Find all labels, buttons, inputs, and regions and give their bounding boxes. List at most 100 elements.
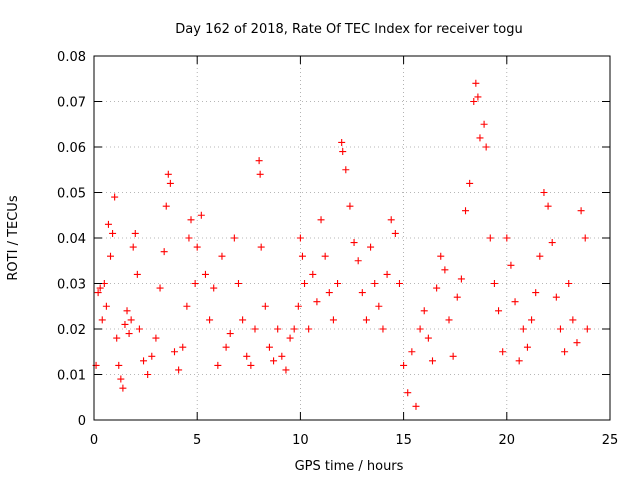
data-point — [226, 330, 234, 338]
data-point — [480, 120, 488, 128]
data-point — [552, 293, 560, 301]
data-point — [569, 316, 577, 324]
data-point — [296, 234, 304, 242]
data-point — [239, 316, 247, 324]
data-point — [556, 325, 564, 333]
data-point — [131, 229, 139, 237]
data-point — [127, 316, 135, 324]
data-point — [148, 352, 156, 360]
data-point — [523, 343, 531, 351]
data-point — [499, 348, 507, 356]
data-point — [536, 252, 544, 260]
data-point — [437, 252, 445, 260]
data-point — [482, 143, 490, 151]
data-point — [519, 325, 527, 333]
data-point — [123, 307, 131, 315]
data-point — [309, 270, 317, 278]
data-point — [387, 216, 395, 224]
data-point — [441, 266, 449, 274]
data-point — [573, 339, 581, 347]
data-point — [183, 302, 191, 310]
x-axis-ticks: 0 5 10 15 20 25 — [90, 56, 618, 448]
y-tick-label: 0.05 — [57, 187, 86, 202]
data-point — [96, 284, 104, 292]
data-point — [466, 179, 474, 187]
data-point — [111, 193, 119, 201]
data-point — [338, 138, 346, 146]
data-point — [339, 148, 347, 156]
data-point — [251, 325, 259, 333]
y-axis-ticks: 0 0.01 0.02 0.03 0.04 0.05 0.06 0.07 0.08 — [57, 50, 610, 429]
x-tick-label: 5 — [193, 433, 201, 448]
y-tick-label: 0.01 — [57, 369, 86, 384]
data-point — [544, 202, 552, 210]
x-tick-label: 10 — [292, 433, 309, 448]
data-point — [358, 289, 366, 297]
data-point — [581, 234, 589, 242]
data-point — [156, 284, 164, 292]
data-point — [133, 270, 141, 278]
y-tick-label: 0.03 — [57, 278, 86, 293]
data-point — [395, 280, 403, 287]
data-point — [420, 307, 428, 315]
data-point — [170, 348, 178, 356]
data-point — [453, 293, 461, 301]
data-point — [243, 352, 251, 360]
x-axis-label: GPS time / hours — [295, 459, 404, 474]
data-point — [540, 189, 548, 196]
data-point — [256, 170, 264, 178]
data-point — [472, 79, 480, 87]
data-point — [255, 157, 263, 165]
data-point — [135, 325, 143, 333]
data-point — [119, 384, 127, 392]
data-point — [286, 334, 294, 342]
y-tick-label: 0.04 — [57, 232, 86, 247]
data-point — [247, 361, 255, 369]
data-point — [294, 302, 302, 310]
data-point — [346, 202, 354, 210]
data-point — [185, 234, 193, 242]
data-point — [94, 289, 102, 297]
data-point — [379, 325, 387, 333]
data-point — [462, 207, 470, 215]
data-point — [160, 248, 168, 256]
data-point — [104, 220, 112, 228]
data-point — [325, 289, 333, 297]
data-point — [305, 325, 313, 333]
plot-frame — [93, 55, 611, 421]
x-tick-label: 25 — [602, 433, 619, 448]
y-axis-label: ROTI / TECUs — [6, 195, 21, 280]
data-point — [354, 257, 362, 265]
data-point — [121, 320, 129, 328]
data-point — [408, 348, 416, 356]
data-point — [371, 280, 379, 287]
data-point — [144, 371, 152, 378]
x-tick-label: 15 — [395, 433, 412, 448]
x-tick-label: 0 — [90, 433, 98, 448]
data-point — [270, 357, 278, 365]
data-point — [424, 334, 432, 342]
data-point — [301, 280, 309, 287]
data-point — [282, 366, 290, 374]
data-point — [317, 216, 325, 224]
data-point — [329, 316, 337, 324]
data-point — [265, 343, 273, 351]
data-point — [565, 280, 573, 287]
data-point — [140, 357, 148, 365]
data-point — [428, 357, 436, 365]
data-point — [507, 261, 515, 269]
grid-lines — [94, 56, 610, 420]
data-point — [577, 207, 585, 215]
data-point — [222, 343, 230, 351]
data-point — [261, 302, 269, 310]
y-tick-label: 0.08 — [57, 50, 86, 65]
data-point — [503, 234, 511, 242]
data-point — [445, 316, 453, 324]
data-point — [313, 298, 321, 306]
y-tick-label: 0.06 — [57, 141, 86, 156]
data-point — [495, 307, 503, 315]
data-point — [193, 243, 201, 251]
data-point — [278, 352, 286, 360]
chart-title: Day 162 of 2018, Rate Of TEC Index for r… — [175, 22, 522, 37]
